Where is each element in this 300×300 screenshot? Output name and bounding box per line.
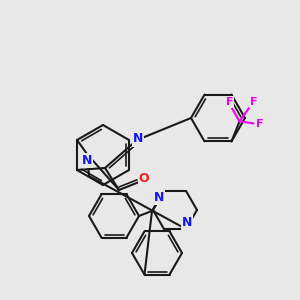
Text: O: O <box>139 172 149 185</box>
Text: F: F <box>250 98 257 107</box>
Text: N: N <box>82 154 92 166</box>
Text: N: N <box>133 133 143 146</box>
Text: F: F <box>256 119 263 129</box>
Text: N: N <box>154 191 164 204</box>
Text: F: F <box>226 98 233 107</box>
Text: N: N <box>182 216 192 229</box>
